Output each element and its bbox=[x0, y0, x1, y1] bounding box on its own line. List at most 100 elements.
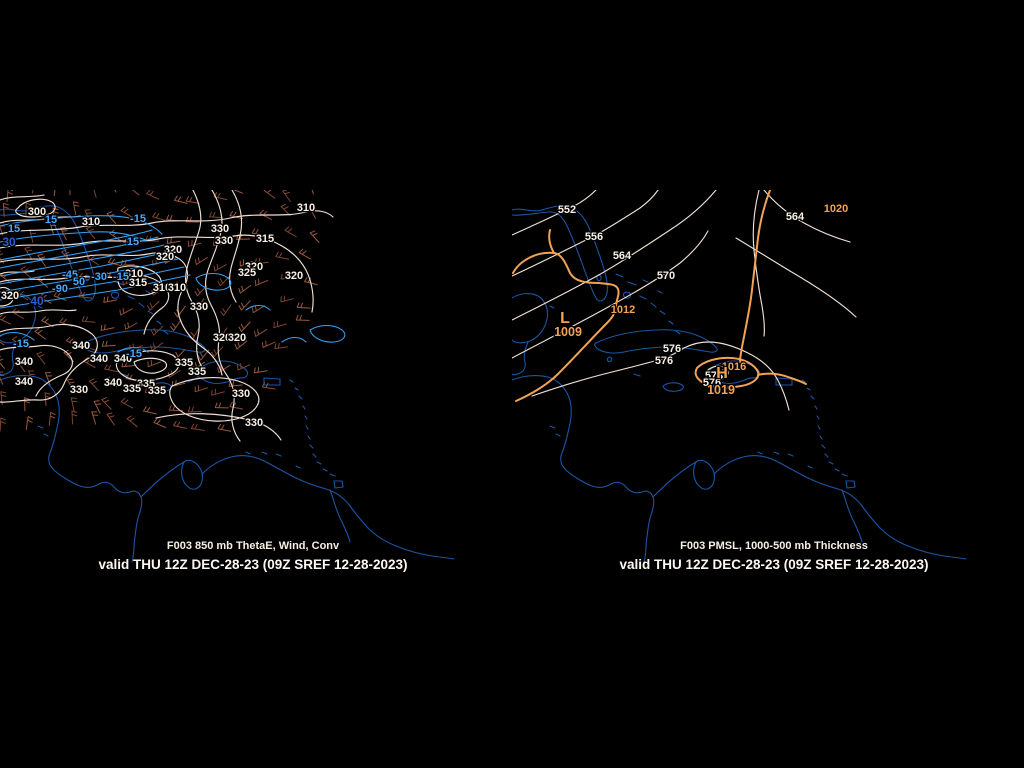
coast-path bbox=[642, 279, 649, 283]
coast-path bbox=[662, 382, 684, 392]
thetae-contour-label: 340 bbox=[104, 377, 122, 389]
wind-barb bbox=[104, 364, 118, 373]
pressure-center-value: 1009 bbox=[554, 325, 582, 339]
pmsl-isobar-layer bbox=[512, 190, 807, 402]
coast-path bbox=[828, 461, 834, 465]
wind-barb bbox=[147, 359, 161, 368]
coast-path bbox=[245, 451, 251, 455]
left-panel-title: F003 850 mb ThetaE, Wind, Conv bbox=[166, 540, 340, 552]
coast-path bbox=[138, 302, 145, 308]
wind-barb bbox=[48, 412, 56, 426]
wind-barb bbox=[31, 190, 34, 194]
wind-barb bbox=[234, 340, 248, 350]
thickness-contour-label: 552 bbox=[558, 204, 576, 216]
coastline-layer-right bbox=[512, 205, 967, 563]
coast-path bbox=[549, 425, 556, 429]
wind-barb bbox=[100, 324, 115, 331]
convergence-contour-label: -15 bbox=[13, 338, 29, 350]
coast-path bbox=[0, 205, 59, 212]
coast-path bbox=[821, 444, 826, 449]
thetae-contour-label: 330 bbox=[215, 235, 233, 247]
wind-barb bbox=[53, 291, 67, 301]
wind-barb bbox=[251, 305, 265, 314]
wind-barb bbox=[194, 385, 209, 393]
coast-path bbox=[834, 468, 840, 472]
coast-path bbox=[261, 451, 268, 455]
coast-path bbox=[316, 461, 322, 465]
wind-barb bbox=[84, 342, 98, 351]
oline-path bbox=[739, 190, 771, 363]
wind-barb bbox=[166, 237, 181, 244]
thetae-contour-label: 310 bbox=[82, 216, 100, 228]
wind-barb bbox=[28, 370, 36, 384]
wind-barb bbox=[280, 273, 295, 280]
thickness-contour-label: 564 bbox=[786, 211, 805, 223]
wline-path bbox=[0, 323, 98, 403]
thickness-contour-label: 570 bbox=[657, 270, 675, 282]
cline-path bbox=[117, 346, 149, 353]
wline-path bbox=[512, 190, 597, 236]
wind-barb bbox=[0, 296, 5, 300]
thickness-contour-label: 564 bbox=[613, 250, 632, 262]
wind-barb bbox=[85, 226, 96, 239]
thickness-contour-label: 556 bbox=[585, 231, 603, 243]
cline-path bbox=[0, 258, 179, 293]
wind-barb bbox=[174, 305, 186, 318]
coast-path bbox=[156, 320, 162, 325]
wind-barb bbox=[251, 228, 266, 237]
wline-path bbox=[0, 270, 35, 275]
coast-path bbox=[652, 461, 697, 498]
coast-path bbox=[819, 435, 823, 440]
convergence-contour-label: 15 bbox=[45, 214, 57, 226]
wind-barb bbox=[0, 371, 5, 385]
thetae-contour-label: 325 bbox=[238, 267, 256, 279]
coast-path bbox=[594, 329, 718, 354]
wind-barb bbox=[11, 308, 24, 320]
coast-path bbox=[633, 373, 641, 377]
coast-path bbox=[37, 305, 43, 309]
thetae-contour-label: 310 bbox=[297, 202, 315, 214]
cline-path bbox=[0, 274, 191, 309]
thetae-contour-label: 335 bbox=[148, 385, 166, 397]
wind-barb bbox=[254, 328, 268, 337]
coast-path bbox=[302, 405, 306, 410]
coast-path bbox=[121, 373, 129, 377]
wind-barb bbox=[238, 284, 252, 294]
wind-barb bbox=[119, 307, 133, 316]
wline-path bbox=[0, 274, 170, 335]
wline-path bbox=[205, 190, 241, 442]
oline-path bbox=[694, 356, 760, 389]
coast-path bbox=[307, 435, 311, 440]
thickness-contour-layer bbox=[512, 190, 857, 411]
wind-barb bbox=[213, 263, 227, 272]
coast-path bbox=[94, 356, 101, 363]
coast-path bbox=[757, 451, 763, 455]
wind-barb bbox=[254, 257, 269, 265]
wind-barb bbox=[147, 300, 160, 311]
wind-barb bbox=[311, 190, 314, 195]
convergence-contour-label: -15 bbox=[130, 213, 146, 225]
thickness-contour-label: 576 bbox=[703, 377, 721, 389]
wind-barb bbox=[173, 420, 187, 429]
wind-barb bbox=[275, 251, 290, 260]
thickness-contour-label: 576 bbox=[655, 355, 673, 367]
wind-barb bbox=[238, 300, 251, 311]
wind-barb bbox=[191, 361, 205, 371]
coast-path bbox=[111, 291, 120, 299]
thetae-contour-label: 315 bbox=[256, 233, 274, 245]
coast-path bbox=[668, 320, 674, 325]
cline-path bbox=[281, 336, 307, 343]
wline-path bbox=[115, 350, 180, 382]
convergence-contour-label: -15 bbox=[126, 348, 142, 360]
coast-path bbox=[145, 290, 151, 294]
wline-path bbox=[0, 210, 334, 235]
wind-barb bbox=[144, 387, 159, 393]
wind-barb bbox=[233, 190, 244, 194]
coast-path bbox=[201, 455, 455, 560]
wind-barb bbox=[16, 359, 26, 373]
wind-barb bbox=[284, 226, 297, 238]
convergence-contour-label: 15 bbox=[8, 223, 20, 235]
coast-path bbox=[555, 433, 561, 437]
wind-barb bbox=[166, 214, 180, 222]
wline-path bbox=[752, 190, 765, 337]
